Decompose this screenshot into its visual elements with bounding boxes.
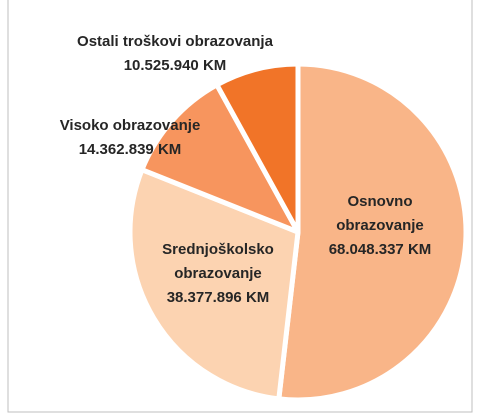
slice-label: Visoko obrazovanje 14.362.839 KM [20, 114, 240, 162]
value-label: 68.048.337 KM [328, 241, 432, 258]
frame [7, 0, 473, 413]
pie-slice [214, 61, 301, 235]
category-label: Visoko obrazovanje [59, 117, 201, 134]
slice-label: Ostali troškovi obrazovanja 10.525.940 KM [30, 30, 320, 78]
pie-slice [139, 82, 301, 235]
value-label: 38.377.896 KM [166, 289, 270, 306]
slice-label: Srednjoškolsko obrazovanje 38.377.896 KM [143, 238, 293, 310]
pie-slice [276, 61, 469, 403]
category-label: Ostali troškovi obrazovanja [77, 33, 273, 50]
category-label: Srednjoškolsko obrazovanje [162, 241, 274, 282]
value-label: 14.362.839 KM [78, 141, 182, 158]
pie-slice [127, 167, 301, 402]
value-label: 10.525.940 KM [123, 57, 227, 74]
slice-label: Osnovno obrazovanje 68.048.337 KM [313, 190, 448, 262]
category-label: Osnovno obrazovanje [336, 193, 424, 234]
